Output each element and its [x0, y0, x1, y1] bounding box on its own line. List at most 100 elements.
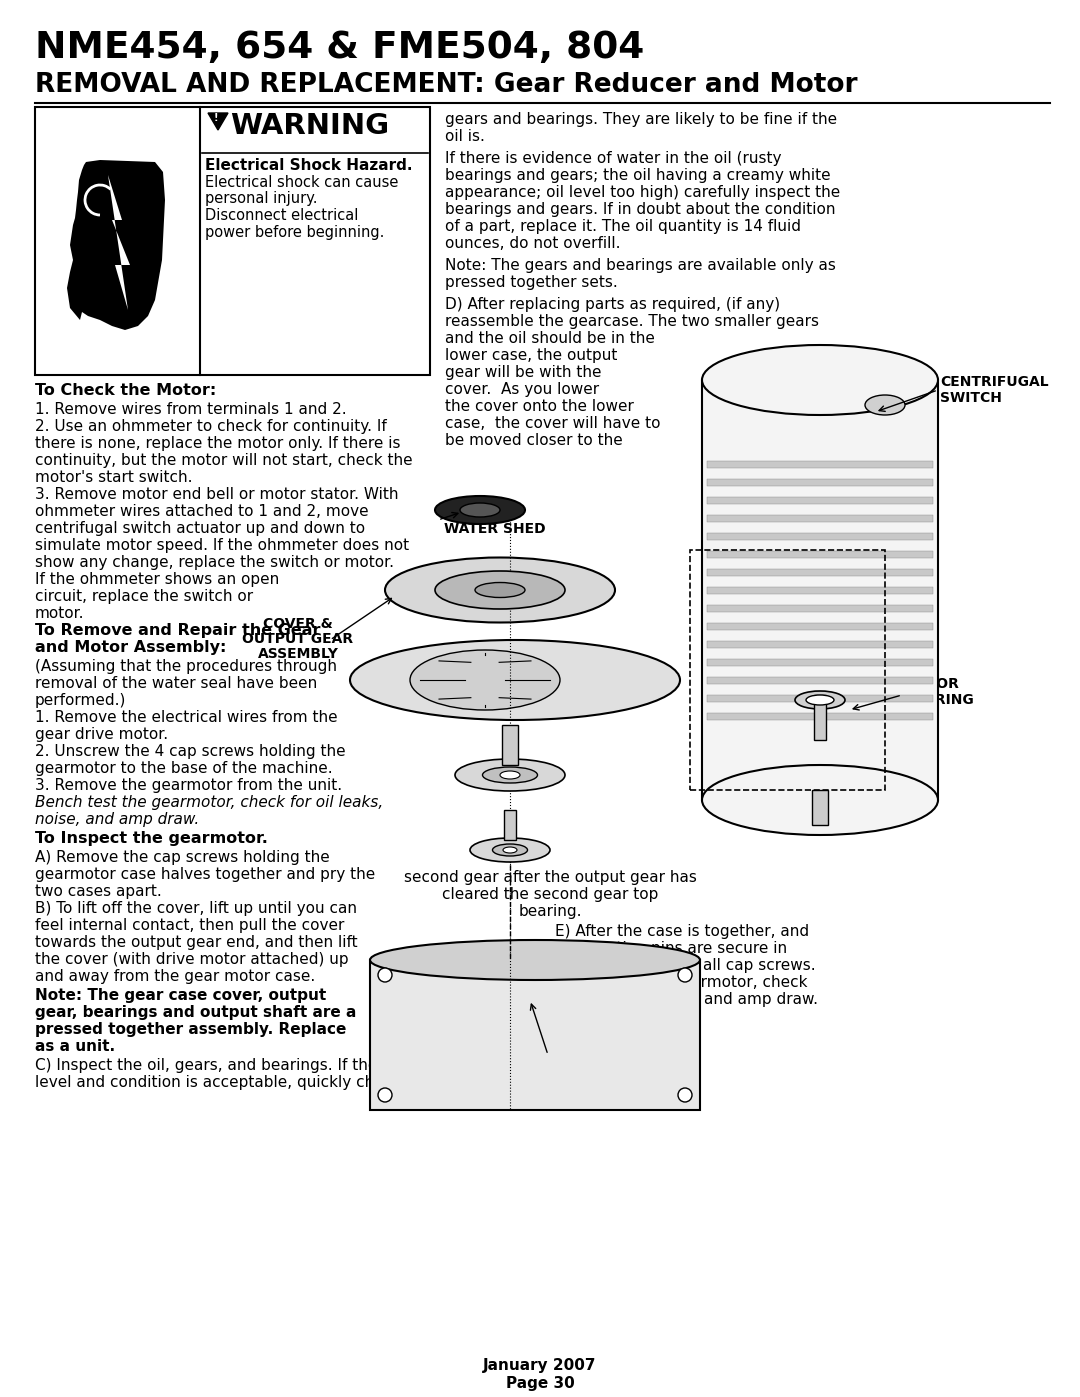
Text: 3. Remove motor end bell or motor stator. With: 3. Remove motor end bell or motor stator… [35, 488, 399, 502]
Text: the cover (with drive motor attached) up: the cover (with drive motor attached) up [35, 951, 349, 967]
FancyBboxPatch shape [814, 694, 826, 740]
FancyBboxPatch shape [707, 678, 933, 685]
FancyBboxPatch shape [707, 641, 933, 648]
Text: WATER SHED: WATER SHED [444, 522, 545, 536]
Text: motor's start switch.: motor's start switch. [35, 469, 192, 485]
Text: To Inspect the gearmotor.: To Inspect the gearmotor. [35, 831, 268, 847]
Text: feel internal contact, then pull the cover: feel internal contact, then pull the cov… [35, 918, 345, 933]
Text: noise, and amp draw.: noise, and amp draw. [35, 812, 199, 827]
Text: gear will be with the: gear will be with the [445, 365, 602, 380]
Text: To Check the Motor:: To Check the Motor: [35, 383, 216, 398]
Text: lower case, the output: lower case, the output [445, 348, 618, 363]
Text: there is none, replace the motor only. If there is: there is none, replace the motor only. I… [35, 436, 401, 451]
Text: towards the output gear end, and then lift: towards the output gear end, and then li… [35, 935, 357, 950]
Text: CENTRIFUGAL: CENTRIFUGAL [940, 374, 1049, 388]
Text: A) Remove the cap screws holding the: A) Remove the cap screws holding the [35, 849, 329, 865]
Text: simulate motor speed. If the ohmmeter does not: simulate motor speed. If the ohmmeter do… [35, 538, 409, 553]
Text: BEARING: BEARING [905, 693, 975, 707]
Text: and Motor Assembly:: and Motor Assembly: [35, 640, 227, 655]
Circle shape [678, 968, 692, 982]
Ellipse shape [806, 694, 834, 705]
FancyBboxPatch shape [35, 108, 430, 374]
Text: 1. Remove the electrical wires from the: 1. Remove the electrical wires from the [35, 710, 338, 725]
Text: SWITCH: SWITCH [940, 391, 1002, 405]
FancyBboxPatch shape [707, 712, 933, 719]
Text: REMOVAL AND REPLACEMENT: Gear Reducer and Motor: REMOVAL AND REPLACEMENT: Gear Reducer an… [35, 73, 858, 98]
Text: (Assuming that the procedures through: (Assuming that the procedures through [35, 659, 337, 673]
Text: cover.  As you lower: cover. As you lower [445, 381, 599, 397]
Text: Bench test the gearmotor, check: Bench test the gearmotor, check [555, 975, 808, 990]
Text: WARNING: WARNING [230, 112, 389, 140]
Ellipse shape [455, 759, 565, 791]
Text: continuity, but the motor will not start, check the: continuity, but the motor will not start… [35, 453, 413, 468]
Text: Note: The gears and bearings are available only as: Note: The gears and bearings are availab… [445, 258, 836, 272]
Ellipse shape [435, 496, 525, 524]
FancyBboxPatch shape [504, 810, 516, 840]
Text: 2. Unscrew the 4 cap screws holding the: 2. Unscrew the 4 cap screws holding the [35, 745, 346, 759]
Text: GEAR  CASE: GEAR CASE [502, 1058, 594, 1071]
Text: appearance; oil level too high) carefully inspect the: appearance; oil level too high) carefull… [445, 184, 840, 200]
Text: removal of the water seal have been: removal of the water seal have been [35, 676, 318, 692]
Text: circuit, replace the switch or: circuit, replace the switch or [35, 590, 253, 604]
Text: cleared the second gear top: cleared the second gear top [442, 887, 658, 902]
Text: personal injury.: personal injury. [205, 191, 318, 205]
FancyBboxPatch shape [707, 497, 933, 504]
Ellipse shape [410, 650, 561, 710]
Text: January 2007: January 2007 [483, 1358, 597, 1373]
Text: ohmmeter wires attached to 1 and 2, move: ohmmeter wires attached to 1 and 2, move [35, 504, 368, 520]
Text: centrifugal switch actuator up and down to: centrifugal switch actuator up and down … [35, 521, 365, 536]
Ellipse shape [370, 940, 700, 981]
Text: B) To lift off the cover, lift up until you can: B) To lift off the cover, lift up until … [35, 901, 357, 916]
Text: NME454, 654 & FME504, 804: NME454, 654 & FME504, 804 [35, 29, 645, 66]
Text: gears and bearings. They are likely to be fine if the: gears and bearings. They are likely to b… [445, 112, 837, 127]
FancyBboxPatch shape [707, 550, 933, 557]
Polygon shape [108, 175, 130, 310]
Text: reassemble the gearcase. The two smaller gears: reassemble the gearcase. The two smaller… [445, 314, 819, 330]
Text: bearings and gears. If in doubt about the condition: bearings and gears. If in doubt about th… [445, 203, 836, 217]
Ellipse shape [475, 583, 525, 598]
Text: ROTOR: ROTOR [905, 678, 960, 692]
Text: COVER &: COVER & [264, 617, 333, 631]
Text: pressed together sets.: pressed together sets. [445, 275, 618, 291]
Text: oil is.: oil is. [445, 129, 485, 144]
Text: show any change, replace the switch or motor.: show any change, replace the switch or m… [35, 555, 394, 570]
FancyBboxPatch shape [707, 479, 933, 486]
Text: Electrical Shock Hazard.: Electrical Shock Hazard. [205, 158, 413, 173]
Text: the cover onto the lower: the cover onto the lower [445, 400, 634, 414]
FancyBboxPatch shape [707, 534, 933, 541]
Polygon shape [208, 113, 228, 130]
FancyBboxPatch shape [707, 515, 933, 522]
Text: !: ! [214, 113, 218, 123]
Ellipse shape [702, 345, 939, 415]
Text: To Remove and Repair the Gear: To Remove and Repair the Gear [35, 623, 321, 638]
Text: gear drive motor.: gear drive motor. [35, 726, 168, 742]
Text: level and condition is acceptable, quickly check the: level and condition is acceptable, quick… [35, 1076, 431, 1090]
Text: and away from the gear motor case.: and away from the gear motor case. [35, 970, 315, 983]
Ellipse shape [865, 395, 905, 415]
Ellipse shape [435, 571, 565, 609]
FancyBboxPatch shape [502, 725, 518, 766]
Text: pressed together assembly. Replace: pressed together assembly. Replace [35, 1023, 347, 1037]
Text: bearing.: bearing. [518, 904, 582, 919]
Circle shape [378, 968, 392, 982]
Text: 2. Use an ohmmeter to check for continuity. If: 2. Use an ohmmeter to check for continui… [35, 419, 387, 434]
FancyBboxPatch shape [707, 659, 933, 666]
Text: Page 30: Page 30 [505, 1376, 575, 1391]
Text: If there is evidence of water in the oil (rusty: If there is evidence of water in the oil… [445, 151, 782, 166]
Text: bearings and gears; the oil having a creamy white: bearings and gears; the oil having a cre… [445, 168, 831, 183]
Text: OUTPUT GEAR: OUTPUT GEAR [242, 631, 353, 645]
Text: Note: The gear case cover, output: Note: The gear case cover, output [35, 988, 326, 1003]
Text: for oil leaks, noise, and amp draw.: for oil leaks, noise, and amp draw. [555, 992, 818, 1007]
Text: Disconnect electrical: Disconnect electrical [205, 208, 359, 224]
Text: power before beginning.: power before beginning. [205, 225, 384, 240]
FancyBboxPatch shape [707, 569, 933, 576]
Text: gearmotor to the base of the machine.: gearmotor to the base of the machine. [35, 761, 333, 775]
Text: the locating pins are secure in: the locating pins are secure in [555, 942, 787, 956]
Text: C) Inspect the oil, gears, and bearings. If the oil: C) Inspect the oil, gears, and bearings.… [35, 1058, 400, 1073]
Ellipse shape [702, 766, 939, 835]
Text: If the ohmmeter shows an open: If the ohmmeter shows an open [35, 571, 280, 587]
Text: ounces, do not overfill.: ounces, do not overfill. [445, 236, 621, 251]
Text: 3. Remove the gearmotor from the unit.: 3. Remove the gearmotor from the unit. [35, 778, 342, 793]
FancyBboxPatch shape [812, 789, 828, 826]
FancyBboxPatch shape [707, 623, 933, 630]
